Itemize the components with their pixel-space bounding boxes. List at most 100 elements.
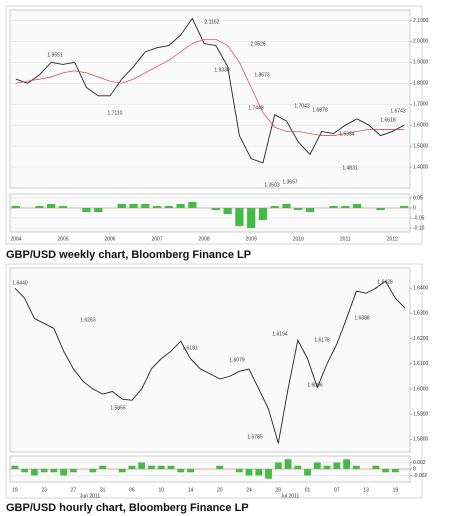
x-tick-label: 2005 (57, 236, 68, 242)
y-tick-label: 1.7000 (413, 102, 429, 108)
annotation: 1.7448 (248, 105, 264, 111)
bar (304, 469, 311, 476)
y-tick-label: 1.6400 (413, 285, 429, 291)
x-tick-label: 31 (100, 487, 106, 493)
x-tick-label: 07 (334, 487, 340, 493)
bar (323, 465, 331, 469)
bar (343, 459, 350, 469)
y-tick-label: 0.05 (413, 195, 423, 201)
y-tick-label: -0.10 (413, 225, 425, 231)
annotation: 2.0526 (250, 41, 266, 47)
annotation: 1.9551 (47, 52, 63, 58)
annotation: 1.5785 (247, 434, 263, 440)
annotation: 1.8673 (254, 72, 270, 78)
bar (89, 469, 97, 473)
y-tick-label: 1.6000 (413, 386, 429, 392)
x-tick-label: 2008 (199, 236, 210, 242)
bar (167, 465, 175, 469)
bar (333, 462, 341, 469)
annotation: 1.6263 (80, 317, 96, 323)
y-tick-label: 2.0000 (413, 39, 429, 45)
bar (188, 202, 197, 208)
bar (352, 204, 362, 208)
bar (235, 208, 244, 226)
y-tick-label: 0 (413, 205, 416, 211)
bar (177, 469, 185, 473)
annotation: 1.6006 (307, 382, 323, 388)
bar (258, 208, 268, 220)
y-tick-label: 1.6100 (413, 361, 429, 367)
price-line (15, 17, 405, 164)
bar (94, 208, 103, 212)
bar (313, 462, 321, 469)
bar (58, 206, 68, 208)
x-tick-label: 01 (305, 487, 311, 493)
x-tick-label: 2006 (104, 236, 115, 242)
bar (216, 465, 224, 469)
x-tick-label: 10 (158, 487, 164, 493)
bar (47, 204, 56, 208)
y-tick-label: 1.6200 (413, 336, 429, 342)
y-tick-label: 0 (413, 466, 416, 472)
x-tick-label: 27 (71, 487, 77, 493)
bar (274, 462, 282, 469)
x-tick-label: 14 (188, 487, 194, 493)
annotation: 2.1162 (205, 19, 220, 25)
bar (352, 465, 360, 469)
bar (11, 206, 20, 208)
bar (152, 206, 162, 208)
bar (40, 469, 48, 473)
x-tick-label: 28 (276, 487, 282, 493)
bar (99, 465, 107, 469)
x-tick-label: 20 (217, 487, 223, 493)
bar (341, 206, 350, 208)
annotation: 1.6440 (12, 280, 28, 286)
x-tick-label: 2007 (151, 236, 162, 242)
annotation: 1.6618 (380, 117, 396, 123)
bar (128, 465, 136, 469)
bar (400, 206, 409, 208)
y-tick-label: 1.6300 (413, 311, 429, 317)
annotation: 1.6079 (229, 357, 245, 363)
bar (235, 469, 243, 473)
annotation: 1.6191 (182, 345, 198, 351)
annotation: 1.7043 (294, 103, 310, 109)
plot-area (9, 267, 411, 453)
x-tick-label: 13 (363, 487, 369, 493)
bar (157, 465, 165, 469)
annotation: Jun 2011 (80, 493, 100, 499)
bar (117, 204, 126, 208)
bar (138, 462, 146, 469)
bar (223, 208, 232, 214)
y-tick-label: 0.002 (413, 460, 426, 466)
bar (247, 208, 256, 228)
plot-area (9, 193, 411, 233)
bar (129, 204, 138, 208)
annotation: 1.5955 (110, 405, 126, 411)
bar (60, 469, 68, 476)
bar (329, 206, 338, 208)
bar (30, 469, 38, 476)
y-tick-label: 1.4000 (413, 164, 429, 170)
annotation: 1.6878 (312, 107, 328, 113)
y-tick-label: 1.5900 (413, 412, 429, 418)
x-tick-label: 2010 (293, 236, 304, 242)
x-tick-label: 23 (41, 487, 47, 493)
bar (21, 469, 29, 473)
bar (70, 469, 77, 473)
annotation: 1.6178 (314, 337, 330, 343)
annotation: 1.3503 (264, 182, 280, 188)
annotation: 1.6388 (354, 315, 370, 321)
price-line (15, 38, 405, 136)
caption: GBP/USD hourly chart, Bloomberg Finance … (6, 502, 249, 514)
x-tick-label: 2009 (246, 236, 257, 242)
annotation: 1.9330 (214, 67, 230, 73)
y-tick-label: -0.05 (413, 215, 425, 221)
bar (265, 469, 272, 479)
annotation: 1.3657 (282, 179, 298, 185)
x-tick-label: 2012 (387, 236, 398, 242)
bar (82, 208, 91, 212)
price-line (14, 280, 406, 444)
bar (294, 208, 303, 210)
